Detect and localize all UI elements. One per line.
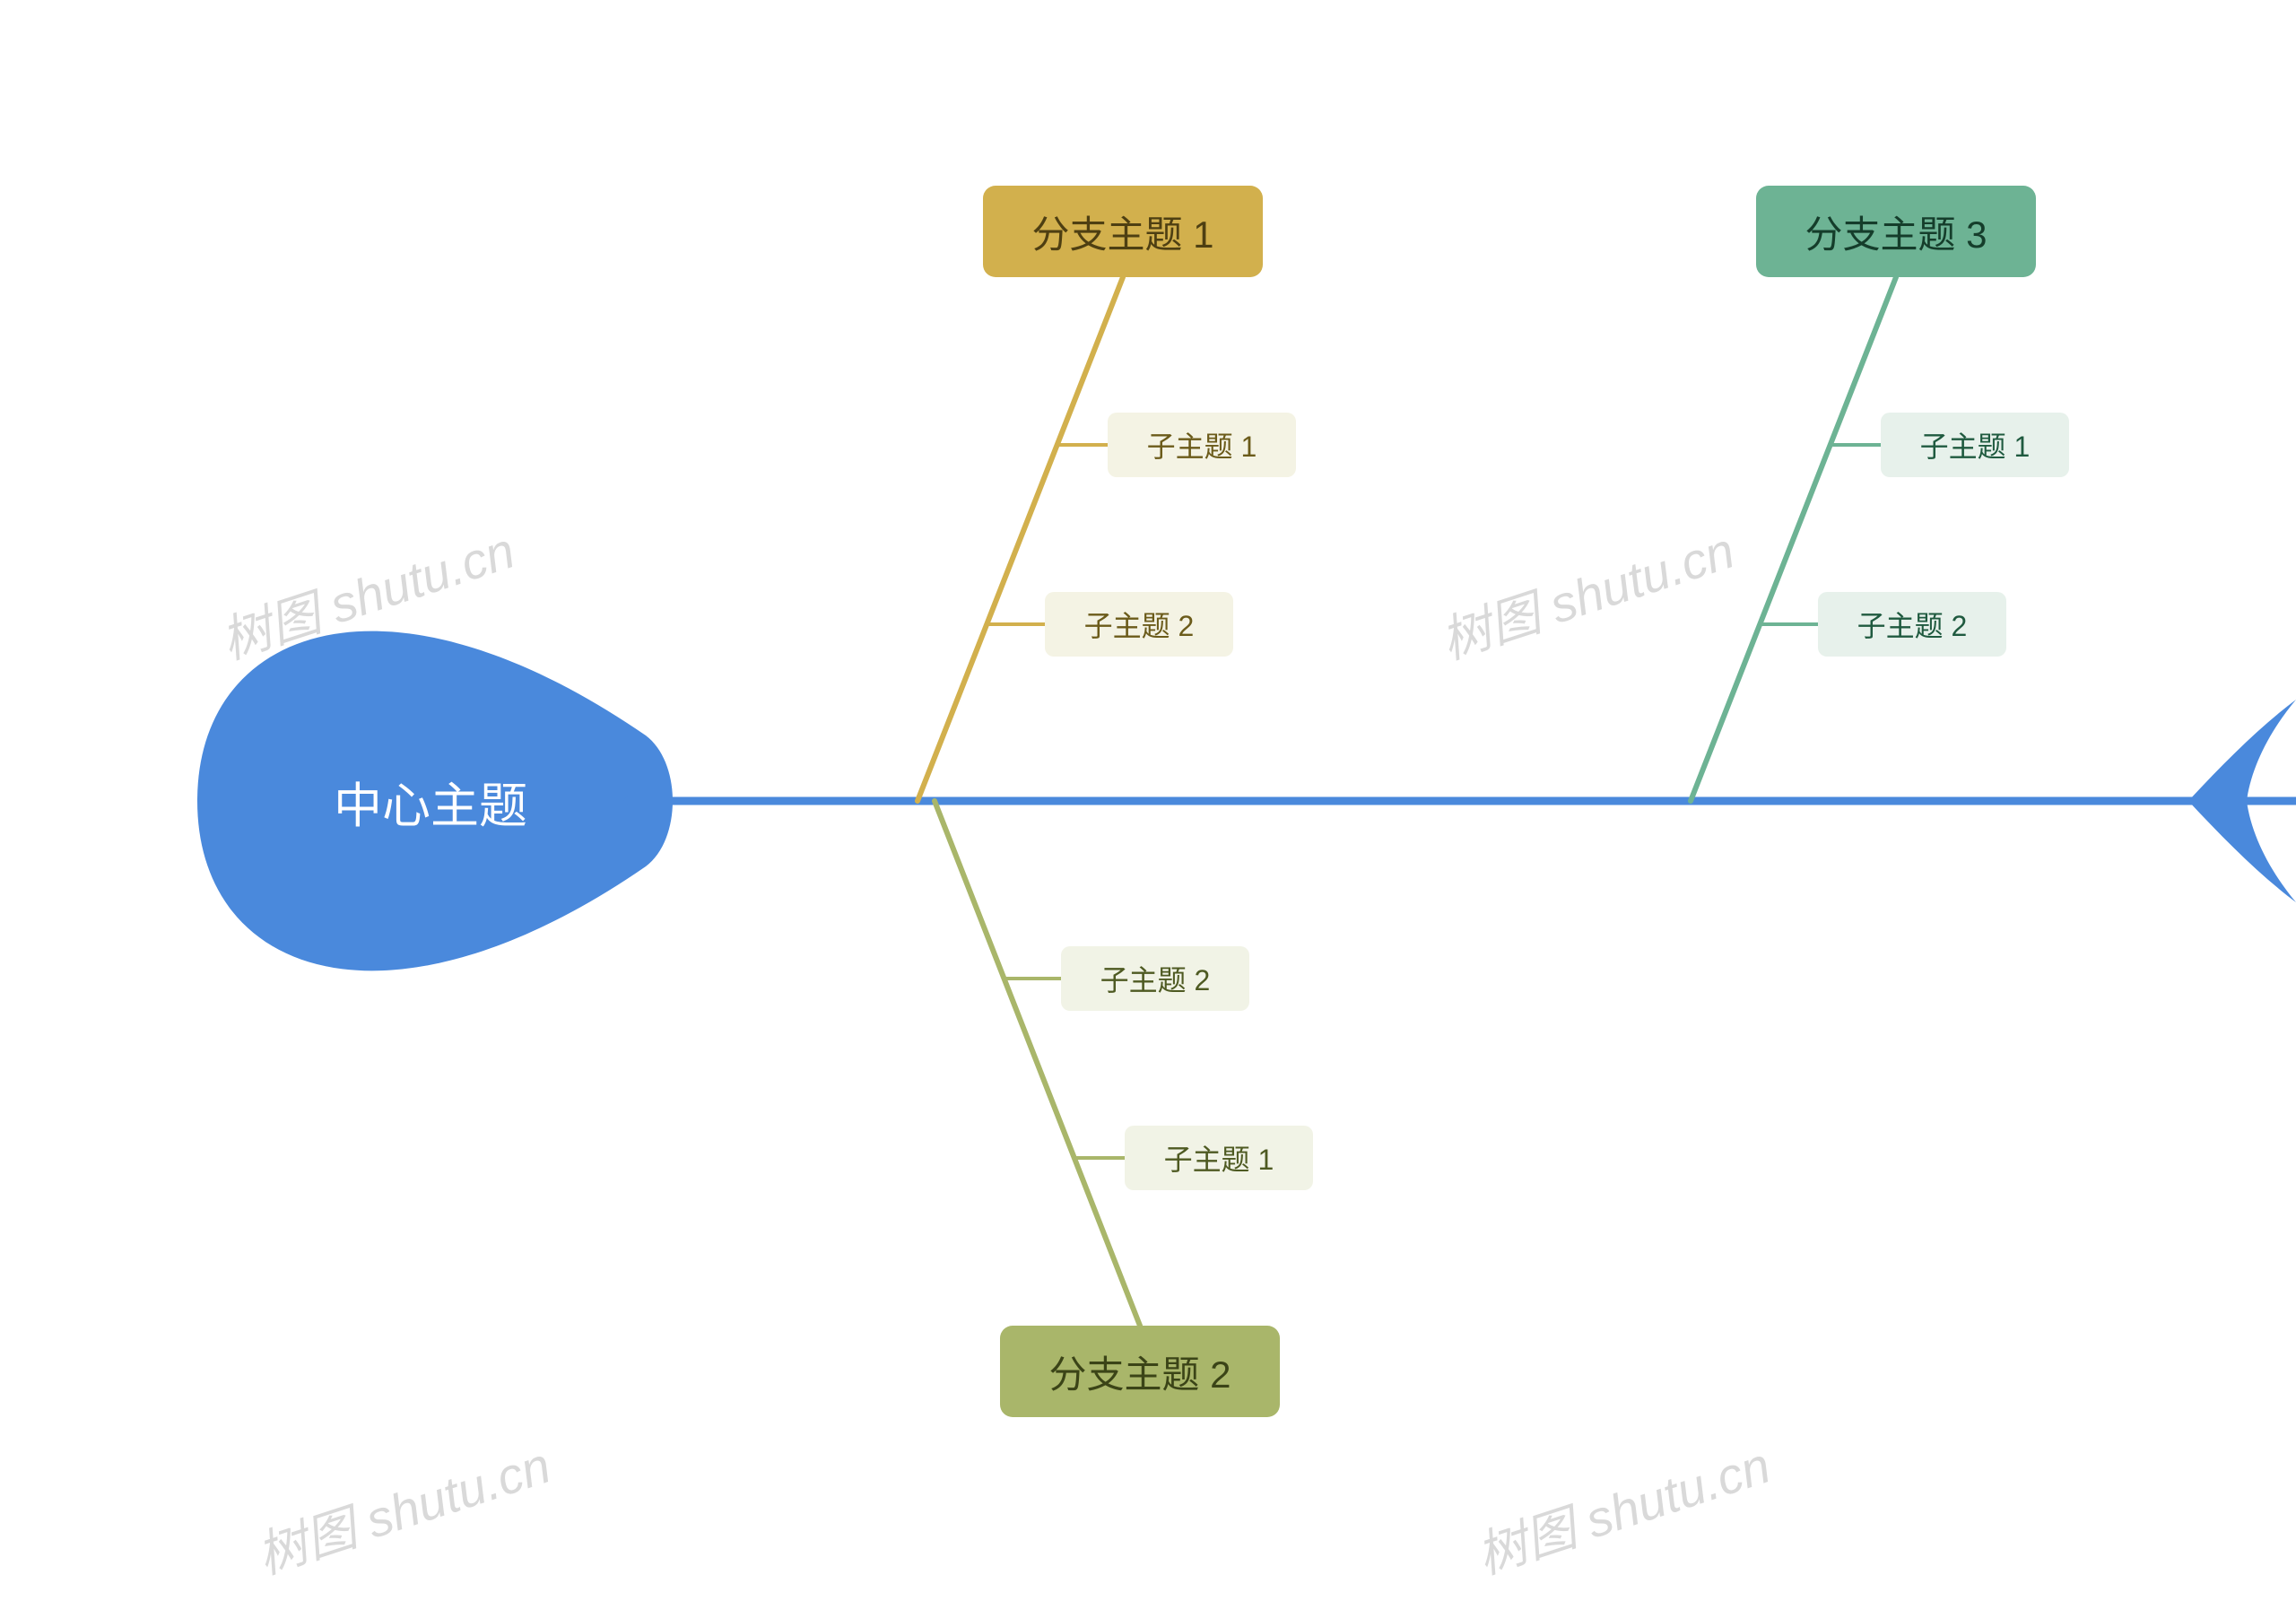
- branch-line-b1: [918, 277, 1123, 801]
- central-topic[interactable]: 中心主题: [269, 765, 592, 837]
- sub-topic[interactable]: 子主题 2: [1061, 946, 1249, 1011]
- sub-topic[interactable]: 子主题 2: [1045, 592, 1233, 657]
- branch-line-b3: [1691, 277, 1896, 801]
- sub-topic[interactable]: 子主题 1: [1108, 413, 1296, 477]
- sub-topic[interactable]: 子主题 1: [1125, 1126, 1313, 1190]
- sub-topic[interactable]: 子主题 1: [1881, 413, 2069, 477]
- fishbone-diagram: 中心主题 分支主题 1 子主题 1 子主题 2 分支主题 2 子主题 2 子主题 1 分支主题…: [0, 0, 2296, 1601]
- branch-topic[interactable]: 分支主题 2: [1000, 1326, 1280, 1417]
- branch-topic[interactable]: 分支主题 1: [983, 186, 1263, 277]
- sub-topic[interactable]: 子主题 2: [1818, 592, 2006, 657]
- branch-line-b2: [935, 801, 1140, 1326]
- branch-topic[interactable]: 分支主题 3: [1756, 186, 2036, 277]
